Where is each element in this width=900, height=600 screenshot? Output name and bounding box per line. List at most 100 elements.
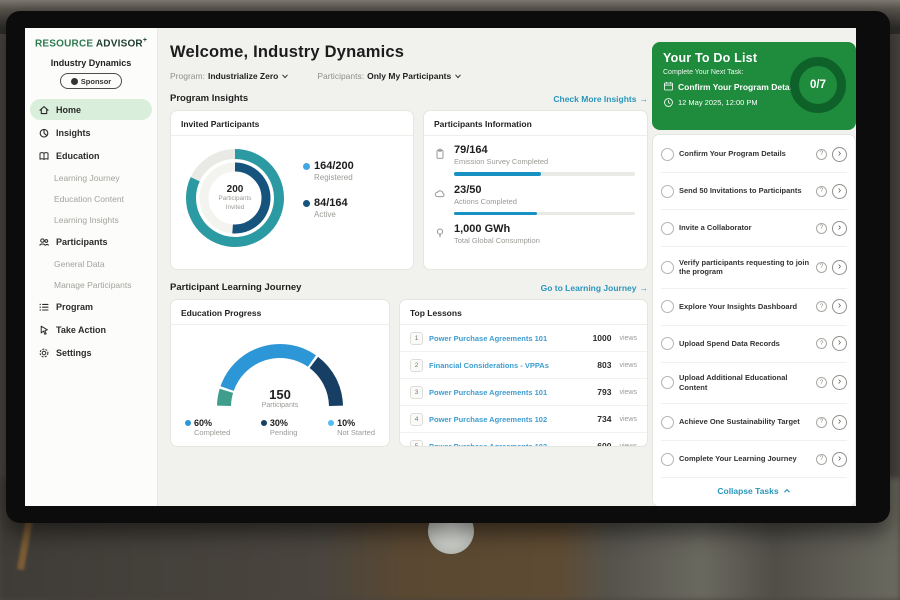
consumption-value: 1,000 GWh bbox=[454, 223, 511, 235]
task-checkbox[interactable] bbox=[661, 452, 674, 466]
sidebar: RESOURCE ADVISOR+ Industry Dynamics Spon… bbox=[25, 28, 158, 506]
todo-hero-card: Your To Do List Complete Your Next Task:… bbox=[652, 42, 856, 130]
lesson-views-word: views bbox=[619, 361, 637, 369]
sidebar-item-take-action[interactable]: Take Action bbox=[30, 319, 152, 340]
brand-logo-plus: + bbox=[142, 37, 148, 44]
brand-logo-second: ADVISOR bbox=[95, 38, 143, 50]
survey-value: 79/164 bbox=[454, 144, 488, 156]
task-checkbox[interactable] bbox=[661, 147, 674, 161]
task-help-icon[interactable]: ? bbox=[816, 222, 827, 234]
sidebar-item-education[interactable]: Education bbox=[30, 145, 152, 166]
task-chevron-button[interactable]: › bbox=[832, 299, 847, 314]
lesson-row: 4 Power Purchase Agreements 102 734 view… bbox=[400, 406, 647, 433]
task-chevron-button[interactable]: › bbox=[832, 183, 847, 199]
task-checkbox[interactable] bbox=[661, 376, 674, 390]
clock-icon bbox=[664, 98, 673, 107]
brand-logo: RESOURCE ADVISOR+ bbox=[25, 28, 157, 49]
task-checkbox[interactable] bbox=[661, 300, 674, 313]
collapse-tasks-link[interactable]: Collapse Tasks bbox=[661, 478, 847, 505]
lesson-title-link[interactable]: Power Purchase Agreements 103 bbox=[429, 441, 548, 447]
completed-dot bbox=[185, 420, 191, 426]
registered-dot bbox=[303, 162, 310, 170]
task-chevron-button[interactable]: › bbox=[832, 146, 847, 162]
survey-label: Emission Survey Completed bbox=[454, 157, 549, 166]
task-chevron-button[interactable]: › bbox=[832, 259, 847, 275]
todo-due-date: 12 May 2025, 12:00 PM bbox=[663, 97, 845, 108]
todo-task-achieve-one-sustainability-target: Achieve One Sustainability Target ? › bbox=[661, 404, 847, 441]
sidebar-item-education-content[interactable]: Education Content bbox=[54, 193, 124, 204]
todo-task-explore-your-insights-dashboard: Explore Your Insights Dashboard ? › bbox=[661, 289, 847, 326]
chevron-down-icon bbox=[455, 74, 462, 79]
completed-value: 60% bbox=[194, 418, 213, 428]
sidebar-nav: Home Insights Education Learning Journey… bbox=[25, 99, 157, 363]
todo-due-label: 12 May 2025, 12:00 PM bbox=[678, 98, 758, 107]
donut-svg bbox=[186, 149, 284, 247]
learning-journey-title: Participant Learning Journey bbox=[170, 282, 302, 293]
task-checkbox[interactable] bbox=[661, 337, 674, 350]
task-help-icon[interactable]: ? bbox=[816, 453, 827, 465]
task-chevron-button[interactable]: › bbox=[832, 414, 847, 430]
lesson-title-link[interactable]: Financial Considerations - VPPAs bbox=[429, 360, 549, 370]
task-help-icon[interactable]: ? bbox=[816, 261, 827, 273]
education-icon bbox=[38, 150, 50, 162]
sidebar-item-home[interactable]: Home bbox=[30, 99, 152, 121]
task-help-icon[interactable]: ? bbox=[816, 416, 827, 428]
participants-filter-dropdown[interactable]: Participants: Only My Participants bbox=[317, 71, 462, 81]
invited-donut-chart: 200 Participants Invited bbox=[183, 146, 287, 250]
program-filter-value: Industrialize Zero bbox=[207, 71, 279, 81]
registered-value: 164/200 bbox=[314, 160, 354, 172]
sidebar-item-participants[interactable]: Participants bbox=[30, 231, 152, 252]
task-chevron-button[interactable]: › bbox=[832, 375, 847, 391]
task-checkbox[interactable] bbox=[661, 260, 674, 274]
sidebar-item-general-data[interactable]: General Data bbox=[54, 258, 105, 269]
check-more-insights-link[interactable]: Check More Insights → bbox=[553, 94, 648, 104]
task-chevron-button[interactable]: › bbox=[832, 336, 847, 351]
lesson-title-link[interactable]: Power Purchase Agreements 101 bbox=[429, 387, 548, 397]
program-filter-dropdown[interactable]: Program: Industrialize Zero bbox=[170, 71, 289, 81]
lesson-views: 793 bbox=[597, 387, 612, 397]
sidebar-item-manage-participants[interactable]: Manage Participants bbox=[54, 279, 132, 290]
education-card-title: Education Progress bbox=[171, 300, 389, 325]
task-checkbox[interactable] bbox=[661, 221, 674, 235]
info-card-title: Participants Information bbox=[424, 111, 647, 136]
sidebar-item-insights[interactable]: Insights bbox=[30, 122, 152, 143]
program-icon bbox=[38, 301, 50, 313]
todo-subtitle: Complete Your Next Task: bbox=[663, 69, 744, 76]
task-help-icon[interactable]: ? bbox=[816, 377, 827, 389]
legend-item-not-started: 10% Not Started bbox=[328, 418, 375, 437]
lesson-title-link[interactable]: Power Purchase Agreements 102 bbox=[429, 414, 548, 424]
todo-progress-ring: 0/7 bbox=[790, 57, 846, 113]
sidebar-item-settings[interactable]: Settings bbox=[30, 342, 152, 363]
not-started-label: Not Started bbox=[337, 428, 375, 437]
lesson-title-link[interactable]: Power Purchase Agreements 101 bbox=[429, 333, 548, 343]
task-help-icon[interactable]: ? bbox=[816, 338, 827, 349]
sidebar-item-learning-insights[interactable]: Learning Insights bbox=[54, 214, 119, 225]
donut-center-value: 200 bbox=[226, 184, 244, 195]
task-help-icon[interactable]: ? bbox=[816, 301, 827, 312]
legend-item-active: 84/164 Active bbox=[303, 197, 354, 219]
legend-item-pending: 30% Pending bbox=[260, 418, 297, 437]
todo-task-complete-your-learning-journey: Complete Your Learning Journey ? › bbox=[661, 441, 847, 478]
registered-label: Registered bbox=[314, 173, 353, 182]
check-more-insights-label: Check More Insights bbox=[553, 93, 637, 104]
task-checkbox[interactable] bbox=[661, 415, 674, 429]
go-to-learning-journey-link[interactable]: Go to Learning Journey → bbox=[541, 283, 648, 293]
go-to-learning-journey-label: Go to Learning Journey bbox=[540, 282, 637, 293]
cloud-icon bbox=[434, 187, 446, 216]
gauge-center-value: 150 bbox=[269, 387, 291, 402]
chevron-up-icon bbox=[783, 488, 790, 493]
task-help-icon[interactable]: ? bbox=[816, 148, 827, 160]
program-filter-label: Program: bbox=[170, 71, 205, 81]
donut-legend: 164/200 Registered 84/164 Active bbox=[303, 160, 354, 250]
task-chevron-button[interactable]: › bbox=[832, 451, 847, 467]
sidebar-item-program[interactable]: Program bbox=[30, 296, 152, 317]
task-checkbox[interactable] bbox=[661, 184, 674, 198]
top-lessons-card: Top Lessons 1 Power Purchase Agreements … bbox=[399, 299, 648, 447]
sidebar-item-learning-journey[interactable]: Learning Journey bbox=[54, 172, 120, 183]
task-help-icon[interactable]: ? bbox=[816, 185, 827, 197]
legend-item-completed: 60% Completed bbox=[185, 418, 230, 437]
active-value: 84/164 bbox=[314, 197, 348, 209]
info-row-survey: 79/164 Emission Survey Completed bbox=[424, 136, 647, 176]
task-chevron-button[interactable]: › bbox=[832, 220, 847, 236]
todo-task-upload-spend-data-records: Upload Spend Data Records ? › bbox=[661, 326, 847, 363]
